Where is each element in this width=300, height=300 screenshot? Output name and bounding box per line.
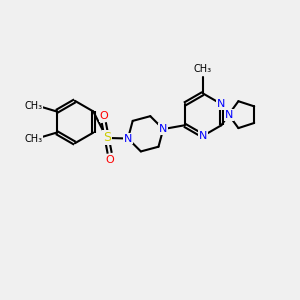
Text: N: N — [124, 134, 132, 143]
Text: CH₃: CH₃ — [25, 134, 43, 143]
Text: O: O — [99, 111, 108, 121]
Text: N: N — [224, 110, 233, 120]
Text: O: O — [105, 155, 114, 165]
Text: N: N — [199, 131, 207, 141]
Text: CH₃: CH₃ — [25, 100, 43, 110]
Text: CH₃: CH₃ — [194, 64, 212, 74]
Text: N: N — [159, 124, 167, 134]
Text: N: N — [217, 99, 226, 109]
Text: S: S — [103, 131, 111, 144]
